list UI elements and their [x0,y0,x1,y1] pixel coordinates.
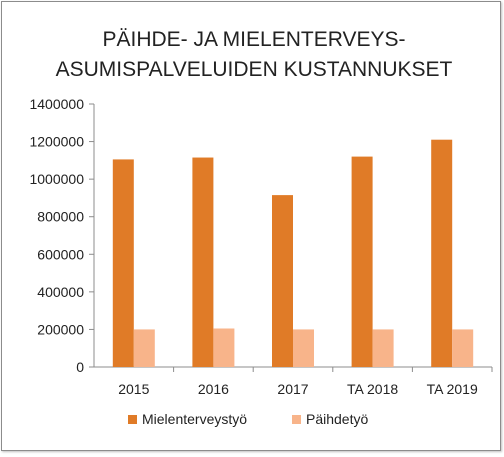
y-tick-label: 400000 [37,284,84,300]
y-tick-label: 600000 [37,246,84,262]
y-tick-label: 1000000 [29,171,84,187]
chart-title-line-2: ASUMISPALVELUIDEN KUSTANNUKSET [56,58,453,81]
bar-mielenterveystyo [351,156,373,367]
y-tick-label: 200000 [37,321,84,337]
bar-chart: PÄIHDE- JA MIELENTERVEYS- ASUMISPALVELUI… [29,28,493,427]
x-tick-label: TA 2018 [347,381,398,397]
bar-mielenterveystyo [272,195,293,367]
y-tick-label: 0 [76,359,84,375]
y-tick-label: 1200000 [29,134,84,150]
chart-title-line-1: PÄIHDE- JA MIELENTERVEYS- [102,28,405,51]
bar-paihdetyo [213,328,235,367]
bar-mielenterveystyo [112,159,134,367]
legend-label: Päihdetyö [306,411,368,427]
plot-area: 0 200000 400000 600000 800000 1000000 1200000 1… [29,96,493,397]
legend-swatch [292,415,301,424]
bar-mielenterveystyo [431,139,453,367]
y-tick-label: 800000 [37,209,84,225]
bar-paihdetyo [372,329,394,367]
bar-paihdetyo [133,329,155,367]
legend-swatch [128,415,137,424]
bar-paihdetyo [293,329,314,367]
x-tick-label: TA 2019 [427,381,478,397]
x-tick-label: 2015 [118,381,149,397]
chart-frame: PÄIHDE- JA MIELENTERVEYS- ASUMISPALVELUI… [1,1,501,451]
x-tick-label: 2017 [277,381,308,397]
bar-mielenterveystyo [192,157,214,367]
y-tick-label: 1400000 [29,96,84,112]
legend: Mielenterveystyö Päihdetyö [128,411,368,427]
legend-label: Mielenterveystyö [142,411,247,427]
x-tick-label: 2016 [198,381,229,397]
bar-paihdetyo [452,329,474,367]
